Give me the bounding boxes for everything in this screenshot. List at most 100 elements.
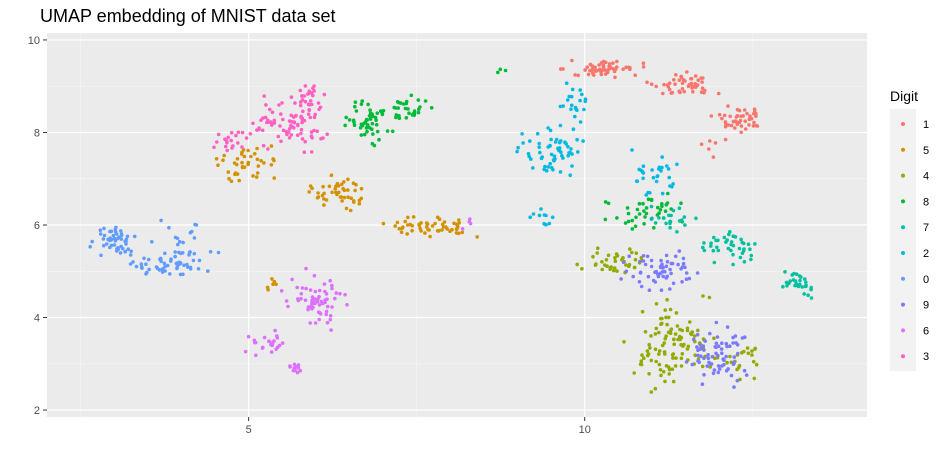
point-digit-5: [426, 227, 430, 232]
point-digit-7: [715, 245, 719, 250]
point-digit-9: [681, 261, 686, 266]
point-digit-4: [633, 257, 638, 262]
point-digit-1: [741, 114, 745, 118]
point-digit-0: [197, 258, 202, 263]
point-digit-2: [539, 207, 543, 211]
point-digit-8: [630, 227, 635, 231]
point-digit-0: [119, 237, 124, 241]
point-digit-1: [674, 73, 678, 77]
point-digit-1: [685, 70, 689, 74]
point-digit-9: [646, 274, 651, 279]
point-digit-6: [296, 363, 301, 367]
point-digit-1: [626, 65, 631, 70]
point-digit-5: [440, 228, 444, 232]
point-digit-5: [324, 198, 329, 202]
point-digit-6: [317, 288, 322, 293]
point-digit-4: [674, 311, 679, 315]
point-digit-8: [637, 212, 642, 216]
point-digit-7: [677, 219, 682, 223]
point-digit-6: [317, 303, 322, 307]
point-digit-0: [159, 218, 163, 223]
point-digit-0: [192, 251, 197, 256]
point-digit-7: [784, 280, 789, 285]
point-digit-8: [375, 111, 380, 115]
point-digit-9: [716, 364, 721, 368]
point-digit-9: [690, 362, 695, 367]
point-digit-3: [312, 89, 317, 93]
point-digit-4: [679, 364, 684, 368]
point-digit-6: [324, 292, 329, 296]
point-digit-5: [327, 184, 332, 189]
point-digit-5: [274, 282, 278, 287]
point-digit-8: [416, 98, 421, 102]
point-digit-4: [712, 336, 716, 341]
point-digit-4: [609, 265, 614, 269]
point-digit-5: [411, 215, 416, 219]
point-digit-5: [348, 208, 353, 213]
point-digit-9: [744, 373, 749, 377]
point-digit-2: [520, 132, 524, 136]
point-digit-8: [642, 222, 646, 226]
point-digit-0: [158, 257, 163, 262]
point-digit-6: [328, 314, 333, 318]
point-digit-1: [678, 90, 682, 95]
point-digit-1: [654, 84, 658, 89]
point-digit-2: [641, 176, 645, 181]
point-digit-7: [741, 249, 746, 253]
point-digit-2: [553, 140, 558, 144]
point-digit-4: [648, 346, 652, 350]
point-digit-1: [669, 91, 674, 95]
point-digit-0: [163, 269, 167, 273]
point-digit-5: [437, 217, 442, 221]
point-digit-2: [561, 156, 565, 160]
major-gridlines: [47, 33, 867, 417]
point-digit-4: [677, 334, 682, 339]
point-digit-9: [721, 357, 725, 361]
point-digit-3: [277, 103, 281, 107]
point-digit-9: [716, 344, 721, 349]
point-digit-8: [404, 116, 409, 120]
point-digit-5: [359, 186, 364, 191]
point-digit-9: [631, 274, 635, 279]
point-digit-1: [717, 112, 722, 117]
point-digit-1: [689, 81, 694, 86]
point-digit-9: [732, 361, 736, 366]
point-digit-6: [267, 339, 271, 344]
point-digit-6: [468, 221, 473, 226]
point-digit-9: [695, 332, 700, 337]
point-digit-7: [649, 204, 654, 209]
point-digit-6: [270, 343, 275, 348]
point-digit-4: [596, 246, 600, 250]
point-digit-4: [676, 337, 680, 342]
point-digit-1: [748, 114, 752, 118]
point-digit-4: [641, 356, 646, 361]
point-digit-5: [255, 157, 260, 162]
point-digit-2: [630, 148, 634, 152]
point-digit-0: [106, 237, 110, 242]
point-digit-9: [711, 371, 716, 376]
point-digit-1: [728, 114, 732, 119]
point-digit-3: [281, 128, 286, 133]
point-digit-9: [670, 261, 675, 266]
point-digit-9: [641, 254, 646, 258]
point-digit-4: [692, 334, 697, 338]
point-digit-4: [595, 251, 599, 255]
point-digit-0: [186, 265, 190, 269]
point-digit-4: [675, 324, 680, 328]
legend-label-4: 4: [923, 171, 929, 183]
point-digit-8: [373, 115, 378, 120]
point-digit-3: [280, 101, 284, 105]
point-digit-9: [691, 337, 696, 342]
point-digit-2: [563, 140, 567, 144]
point-digit-8: [646, 197, 651, 201]
point-digit-1: [679, 75, 684, 80]
point-digit-7: [668, 225, 672, 230]
point-digit-1: [739, 130, 743, 135]
point-digit-8: [637, 201, 642, 206]
point-digit-5: [410, 224, 415, 228]
point-digit-1: [738, 118, 743, 123]
point-digit-6: [246, 334, 251, 339]
point-digit-9: [714, 351, 718, 356]
point-digit-2: [570, 152, 574, 156]
